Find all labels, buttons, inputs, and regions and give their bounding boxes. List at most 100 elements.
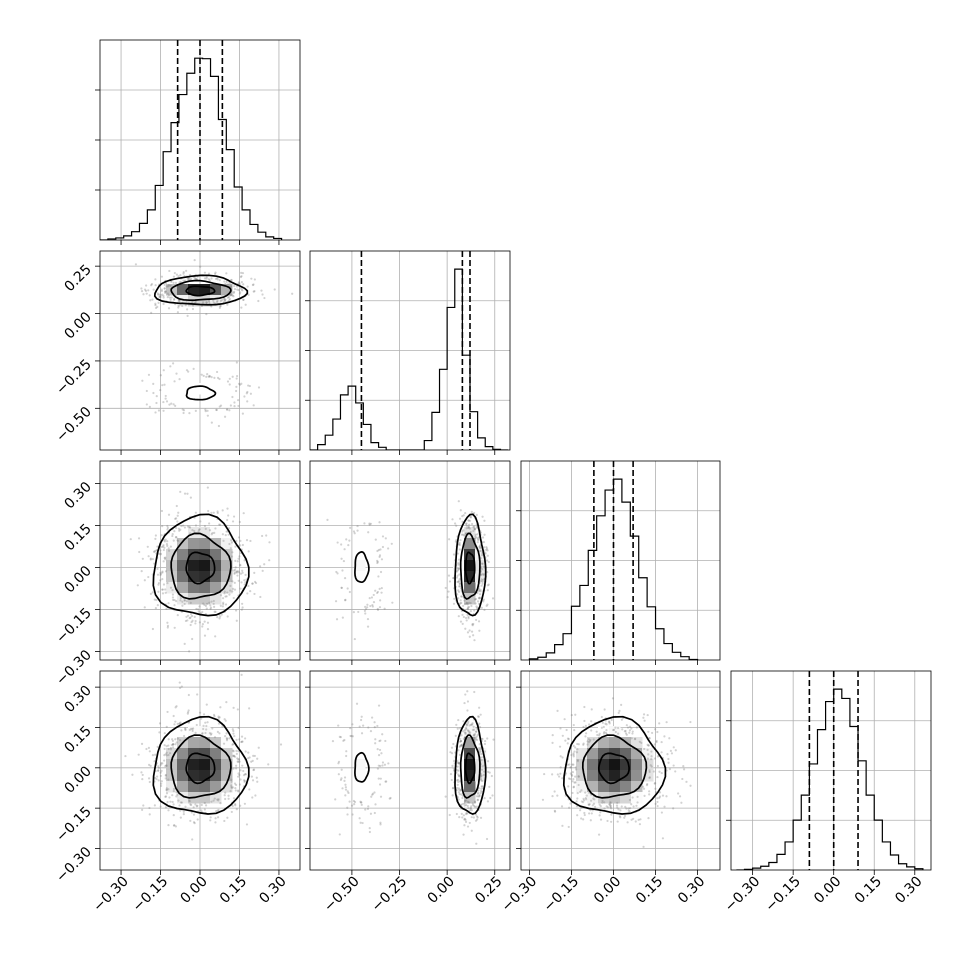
scatter-point xyxy=(206,372,209,376)
scatter-point xyxy=(200,809,203,812)
scatter-point xyxy=(458,578,461,581)
scatter-point xyxy=(472,734,475,737)
scatter-point xyxy=(584,724,587,727)
scatter-point xyxy=(196,693,199,696)
scatter-point xyxy=(187,277,190,280)
scatter-point xyxy=(163,747,166,751)
scatter-point xyxy=(141,778,144,781)
scatter-point xyxy=(170,280,173,283)
scatter-point xyxy=(165,400,169,403)
scatter-point xyxy=(339,778,343,781)
scatter-point xyxy=(456,580,459,584)
density-cell xyxy=(166,538,178,550)
scatter-point xyxy=(231,294,234,297)
scatter-point xyxy=(165,788,168,792)
scatter-point xyxy=(232,706,235,709)
scatter-point xyxy=(240,740,243,744)
axis-frame xyxy=(520,670,721,871)
scatter-point xyxy=(478,597,481,600)
scatter-point xyxy=(478,593,482,596)
scatter-point xyxy=(604,731,608,734)
scatter-point xyxy=(343,776,347,779)
scatter-point xyxy=(592,802,596,805)
density-cell xyxy=(210,549,222,561)
density-cell xyxy=(177,792,189,804)
scatter-point xyxy=(157,765,160,768)
scatter-point xyxy=(240,673,243,676)
scatter-point xyxy=(166,285,169,288)
scatter-point xyxy=(206,628,210,631)
scatter-point xyxy=(376,561,379,565)
scatter-point xyxy=(462,833,465,836)
density-cell xyxy=(587,781,599,793)
scatter-point xyxy=(582,818,585,821)
scatter-point xyxy=(131,773,134,776)
x-tick-label: −0.15 xyxy=(541,874,583,916)
scatter-point xyxy=(459,788,462,792)
scatter-point xyxy=(624,732,628,735)
scatter-point xyxy=(467,721,470,724)
scatter-point xyxy=(461,520,464,523)
scatter-point xyxy=(340,777,343,780)
scatter-point xyxy=(458,775,461,778)
scatter-point xyxy=(469,809,472,812)
density-cell xyxy=(354,770,366,782)
scatter-point xyxy=(232,291,235,294)
scatter-point xyxy=(670,752,674,755)
scatter-point xyxy=(195,805,198,808)
scatter-point xyxy=(163,539,166,542)
scatter-point xyxy=(478,596,481,600)
scatter-point xyxy=(628,725,632,728)
scatter-point xyxy=(476,734,479,737)
scatter-point xyxy=(210,600,213,603)
scatter-point xyxy=(231,749,235,752)
scatter-point xyxy=(231,375,234,378)
scatter-point xyxy=(143,606,146,609)
scatter-point xyxy=(174,536,178,539)
scatter-point xyxy=(571,771,574,774)
scatter-point xyxy=(178,722,181,725)
density-cell xyxy=(188,781,200,793)
scatter-point xyxy=(646,782,649,786)
scatter-point xyxy=(466,729,469,732)
scatter-point xyxy=(215,408,218,412)
scatter-point xyxy=(614,730,617,734)
scatter-point xyxy=(605,723,608,726)
scatter-point xyxy=(160,275,164,278)
scatter-point xyxy=(381,733,384,736)
y-tick-label: −0.50 xyxy=(53,404,95,446)
density-cell xyxy=(453,560,465,572)
scatter-point xyxy=(242,298,245,301)
scatter-point xyxy=(232,750,235,753)
scatter-point xyxy=(459,739,463,743)
scatter-point xyxy=(211,727,214,730)
scatter-point xyxy=(647,744,650,747)
scatter-point xyxy=(376,724,379,728)
density-cell xyxy=(177,538,189,550)
scatter-point xyxy=(465,527,468,530)
scatter-point xyxy=(669,749,672,752)
scatter-point xyxy=(227,527,231,530)
scatter-point xyxy=(600,715,603,719)
scatter-point xyxy=(632,805,635,808)
density-cell xyxy=(464,593,476,605)
scatter-point xyxy=(192,813,196,816)
scatter-point xyxy=(353,532,356,535)
scatter-point xyxy=(239,287,242,290)
scatter-point xyxy=(352,530,356,533)
scatter-point xyxy=(481,582,484,585)
scatter-point xyxy=(567,777,571,780)
scatter-point xyxy=(472,725,475,728)
scatter-point xyxy=(224,719,227,722)
scatter-point xyxy=(177,799,180,802)
scatter-point xyxy=(650,750,653,753)
scatter-point xyxy=(376,608,380,611)
scatter-point xyxy=(457,774,461,777)
scatter-point xyxy=(212,599,215,603)
scatter-point xyxy=(204,410,207,413)
scatter-point xyxy=(483,750,486,753)
scatter-point xyxy=(189,496,192,499)
scatter-point xyxy=(455,576,458,579)
scatter-point xyxy=(234,609,238,612)
scatter-point xyxy=(459,737,462,741)
